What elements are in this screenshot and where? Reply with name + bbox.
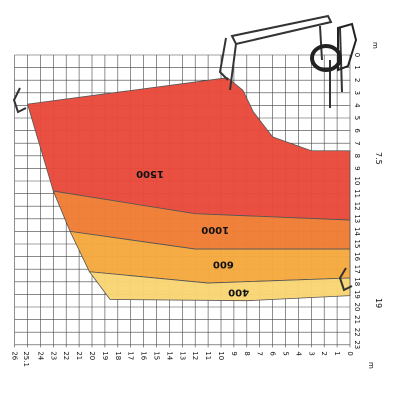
y-tick-20: 20 (353, 303, 361, 312)
x-tick-21: 21 (75, 351, 83, 360)
x-tick-7: 7 (256, 351, 264, 355)
y-tick-5: 5 (353, 116, 361, 120)
y-tick-6: 6 (353, 128, 361, 133)
x-tick-11: 11 (204, 351, 212, 360)
axis-ticks: 0123456789101112131415161718192021222324… (11, 53, 361, 367)
y-tick-9: 9 (353, 166, 361, 170)
y-tick-16: 16 (353, 252, 361, 261)
zone-label-600: 600 (213, 259, 234, 270)
y-tick-8: 8 (353, 154, 361, 158)
y-tick-22: 22 (353, 328, 361, 337)
x-tick-10: 10 (217, 351, 225, 360)
y-tick-21: 21 (353, 315, 361, 324)
y-tick-17: 17 (353, 265, 361, 274)
x-tick-24: 24 (36, 351, 44, 360)
y-tick-1: 1 (353, 65, 361, 69)
y-extra-label-7.5: 7.5 (374, 152, 383, 165)
y-tick-2: 2 (353, 78, 361, 82)
wheel-icon (310, 44, 342, 72)
zone-label-1500: 1500 (136, 168, 164, 179)
x-tick-12: 12 (191, 351, 199, 360)
x-tick-13: 13 (178, 351, 186, 360)
x-tick-23: 23 (49, 351, 57, 360)
zone-label-1000: 1000 (201, 224, 229, 235)
x-tick-22: 22 (62, 351, 70, 360)
cab-icon (337, 22, 358, 72)
x-tick-26: 26 (11, 351, 19, 360)
x-tick-17: 17 (127, 351, 135, 360)
y-tick-4: 4 (353, 103, 361, 108)
x-tick-18: 18 (114, 351, 122, 360)
x-tick-3: 3 (307, 351, 315, 355)
x-unit-label: m (367, 362, 375, 369)
right-hook-icon (338, 267, 353, 292)
x-tick-5: 5 (282, 351, 290, 355)
y-tick-23: 23 (353, 340, 361, 349)
x-tick-1: 1 (333, 351, 341, 355)
side-labels: 7.5 19 m m (367, 42, 383, 369)
zone-400 (88, 271, 351, 302)
y-tick-14: 14 (353, 227, 361, 236)
boom-arm-icon (218, 14, 343, 108)
x-tick-15: 15 (153, 351, 161, 360)
y-tick-15: 15 (353, 240, 361, 249)
x-tick-2: 2 (320, 351, 328, 355)
y-tick-19: 19 (353, 290, 361, 299)
x-tick-0: 0 (346, 351, 354, 355)
x-tick-14: 14 (165, 351, 173, 360)
y-unit-label: m (371, 42, 379, 49)
zone-label-400: 400 (228, 286, 249, 297)
x-tick-9: 9 (230, 351, 238, 355)
y-extra-label-19: 19 (374, 298, 383, 308)
x-tick-6: 6 (269, 351, 277, 356)
x-tick-16: 16 (140, 351, 148, 360)
x-tick-8: 8 (243, 351, 251, 355)
y-tick-10: 10 (353, 177, 361, 186)
x-tick-20: 20 (88, 351, 96, 360)
x-tick-25.1: 25.1 (22, 351, 30, 367)
telehandler-outline (12, 14, 358, 292)
y-tick-13: 13 (353, 214, 361, 223)
left-hook-icon (12, 87, 27, 114)
zone-labels: 1500 1000 600 400 (136, 168, 249, 297)
y-tick-7: 7 (353, 141, 361, 145)
x-tick-19: 19 (101, 351, 109, 360)
load-zones (26, 77, 351, 302)
y-tick-0: 0 (353, 53, 361, 57)
y-tick-18: 18 (353, 277, 361, 286)
y-tick-12: 12 (353, 202, 361, 211)
x-tick-4: 4 (294, 351, 302, 356)
y-tick-3: 3 (353, 91, 361, 95)
y-tick-11: 11 (353, 189, 361, 198)
